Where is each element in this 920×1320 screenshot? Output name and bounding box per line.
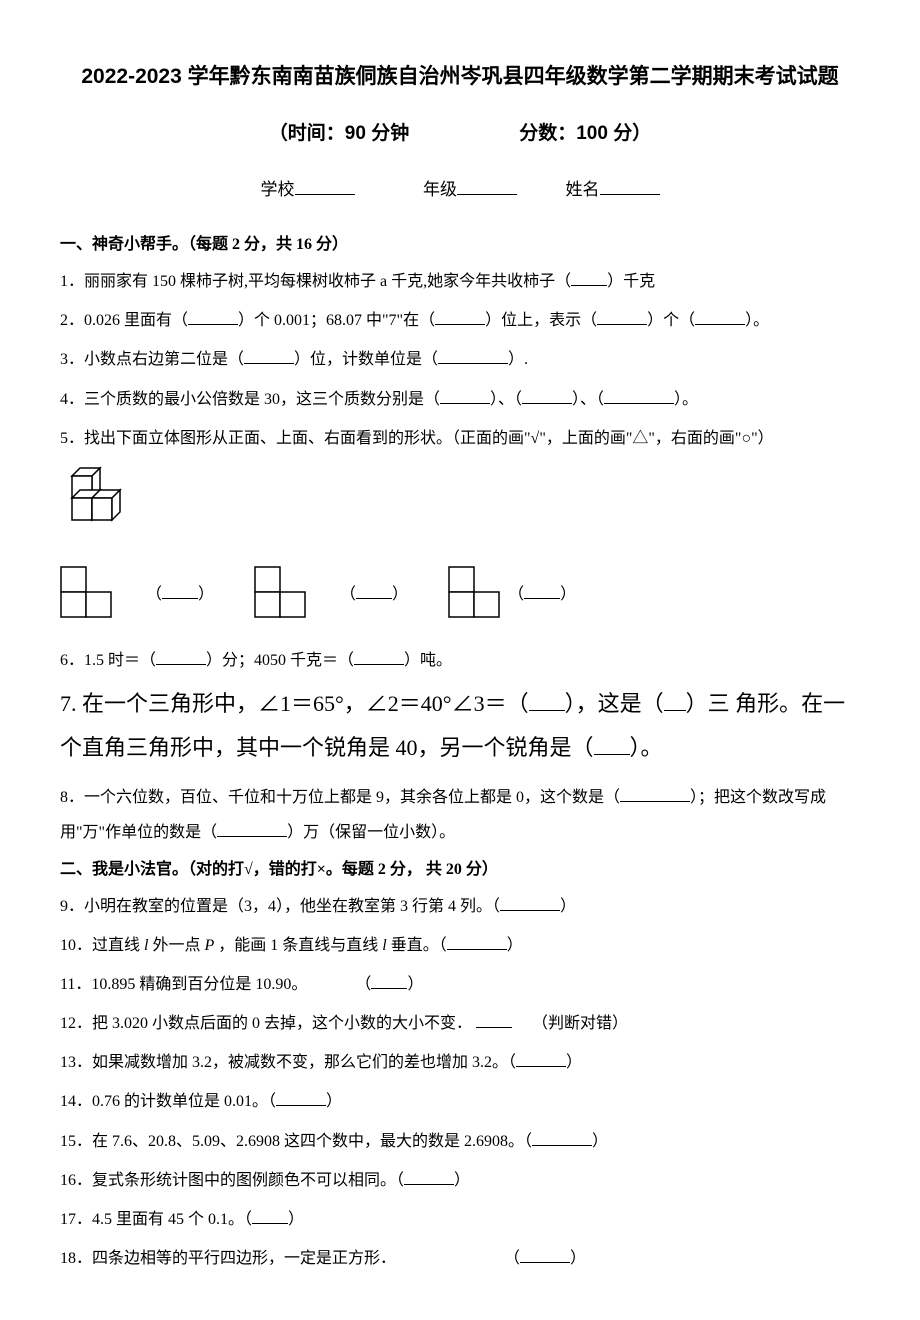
q6b: ）分；4050 千克＝（ (206, 652, 354, 669)
question-3: 3．小数点右边第二位是（ ）位，计数单位是（ ）. (60, 342, 860, 377)
q15b: ） (592, 1133, 608, 1150)
question-7: 7. 在一个三角形中，∠1＝65°，∠2＝40°∠3＝（），这是（）三 角形。在… (60, 682, 860, 770)
q3c: ）. (508, 351, 528, 368)
q4b: ）、（ (490, 391, 522, 408)
q13a: 13．如果减数增加 3.2，被减数不变，那么它们的差也增加 3.2。（ (60, 1054, 516, 1071)
question-10: 10．过直线 l 外一点 P ，能画 1 条直线与直线 l 垂直。（ ） (60, 928, 860, 963)
q18a: 18．四条边相等的平行四边形，一定是正方形． (60, 1250, 396, 1267)
question-18: 18．四条边相等的平行四边形，一定是正方形． （ ） (60, 1241, 860, 1276)
q10b: 外一点 (152, 937, 200, 954)
q6a: 6．1.5 时＝（ (60, 652, 156, 669)
q16b: ） (454, 1172, 470, 1189)
q9a: 9．小明在教室的位置是（3，4），他坐在教室第 3 行第 4 列。（ (60, 898, 500, 915)
q2d: ）个（ (647, 312, 695, 329)
q5-text: 5．找出下面立体图形从正面、上面、右面看到的形状。（正面的画"√"，上面的画"△… (60, 430, 774, 447)
q2e: ）。 (745, 312, 769, 329)
q18b: （ (504, 1250, 520, 1267)
q1-end: ）千克 (607, 273, 655, 290)
q10-l1: l (144, 937, 148, 954)
shapes-row: （） （） （） (60, 566, 860, 618)
question-9: 9．小明在教室的位置是（3，4），他坐在教室第 3 行第 4 列。（ ） (60, 889, 860, 924)
q10e: ） (507, 937, 523, 954)
question-5: 5．找出下面立体图形从正面、上面、右面看到的形状。（正面的画"√"，上面的画"△… (60, 421, 860, 456)
student-info-line: 学校 年级 姓名 (60, 175, 860, 200)
q17b: ） (288, 1211, 304, 1228)
q10-l2: l (382, 937, 386, 954)
q9b: ） (560, 898, 576, 915)
cube-3d-figure (60, 466, 860, 546)
section-1-header: 一、神奇小帮手。（每题 2 分，共 16 分） (60, 230, 860, 254)
q2a: 2．0.026 里面有（ (60, 312, 188, 329)
q4c: ）、（ (572, 391, 604, 408)
q18c: ） (570, 1250, 586, 1267)
time-label: （时间：90 分钟 (269, 123, 409, 144)
q4d: ）。 (674, 391, 698, 408)
q10c: ，能画 1 条直线与直线 (218, 937, 378, 954)
section-2-header: 二、我是小法官。（对的打√，错的打×。每题 2 分， 共 20 分） (60, 855, 860, 879)
q8a: 8．一个六位数，百位、千位和十万位上都是 9，其余各位上都是 0，这个数是（ (60, 789, 620, 806)
question-13: 13．如果减数增加 3.2，被减数不变，那么它们的差也增加 3.2。（ ） (60, 1045, 860, 1080)
q10a: 10．过直线 (60, 937, 140, 954)
question-14: 14．0.76 的计数单位是 0.01。（ ） (60, 1084, 860, 1119)
q14b: ） (326, 1093, 342, 1110)
q7a: 7. 在一个三角形中，∠1＝65°，∠2＝40°∠3＝（ (60, 691, 529, 716)
q11b: （ (355, 976, 371, 993)
q6c: ）吨。 (404, 652, 452, 669)
q2c: ）位上，表示（ (485, 312, 597, 329)
score-label: 分数：100 分） (519, 123, 651, 144)
q10-p: P (204, 937, 214, 954)
q2b: ）个 0.001；68.07 中"7"在（ (238, 312, 435, 329)
q16a: 16．复式条形统计图中的图例颜色不可以相同。（ (60, 1172, 404, 1189)
q8c: ）万（保留一位小数）。 (287, 824, 455, 841)
q1-text: 1．丽丽家有 150 棵柿子树,平均每棵树收柿子 a 千克,她家今年共收柿子（ (60, 273, 571, 290)
question-2: 2．0.026 里面有（ ）个 0.001；68.07 中"7"在（ ）位上，表示（… (60, 303, 860, 338)
grade-label: 年级 (423, 180, 457, 199)
q12a: 12．把 3.020 小数点后面的 0 去掉，这个小数的大小不变． (60, 1015, 472, 1032)
question-1: 1．丽丽家有 150 棵柿子树,平均每棵树收柿子 a 千克,她家今年共收柿子（ ）… (60, 264, 860, 299)
q13b: ） (566, 1054, 582, 1071)
question-11: 11．10.895 精确到百分位是 10.90。 （ ） (60, 967, 860, 1002)
q14a: 14．0.76 的计数单位是 0.01。（ (60, 1093, 276, 1110)
q10d: 垂直。（ (391, 937, 447, 954)
q3a: 3．小数点右边第二位是（ (60, 351, 244, 368)
shape-1: （） (60, 566, 214, 618)
school-label: 学校 (261, 180, 295, 199)
question-6: 6．1.5 时＝（ ）分；4050 千克＝（ ）吨。 (60, 643, 860, 678)
q4a: 4．三个质数的最小公倍数是 30，这三个质数分别是（ (60, 391, 440, 408)
q12b: （判断对错） (532, 1015, 628, 1032)
exam-title: 2022-2023 学年黔东南南苗族侗族自治州岑巩县四年级数学第二学期期末考试试… (60, 60, 860, 90)
q7b: ），这是（ (565, 691, 664, 716)
shape-3: （） (448, 566, 576, 618)
q3b: ）位，计数单位是（ (294, 351, 438, 368)
question-4: 4．三个质数的最小公倍数是 30，这三个质数分别是（ ）、（ ）、（ ）。 (60, 382, 860, 417)
q17a: 17．4.5 里面有 45 个 0.1。（ (60, 1211, 252, 1228)
q11a: 11．10.895 精确到百分位是 10.90。 (60, 976, 307, 993)
question-8: 8．一个六位数，百位、千位和十万位上都是 9，其余各位上都是 0，这个数是（）；… (60, 780, 860, 850)
shape-2: （） (254, 566, 408, 618)
q15a: 15．在 7.6、20.8、5.09、2.6908 这四个数中，最大的数是 2.… (60, 1133, 532, 1150)
exam-subtitle: （时间：90 分钟 分数：100 分） (60, 118, 860, 145)
question-12: 12．把 3.020 小数点后面的 0 去掉，这个小数的大小不变． （判断对错） (60, 1006, 860, 1041)
name-label: 姓名 (566, 180, 600, 199)
q7d: ）。 (630, 735, 663, 760)
question-17: 17．4.5 里面有 45 个 0.1。（ ） (60, 1202, 860, 1237)
question-15: 15．在 7.6、20.8、5.09、2.6908 这四个数中，最大的数是 2.… (60, 1124, 860, 1159)
question-16: 16．复式条形统计图中的图例颜色不可以相同。（ ） (60, 1163, 860, 1198)
q11c: ） (407, 976, 423, 993)
